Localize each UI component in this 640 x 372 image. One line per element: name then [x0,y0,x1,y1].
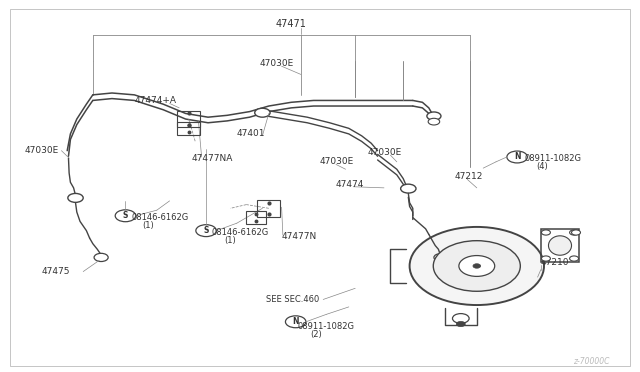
Text: 08911-1082G: 08911-1082G [298,322,355,331]
Text: N: N [292,317,299,326]
Text: 47212: 47212 [454,172,483,181]
Text: 47475: 47475 [42,267,70,276]
Circle shape [456,321,465,327]
Text: 47474+A: 47474+A [134,96,177,105]
Circle shape [433,241,520,291]
Text: 47030E: 47030E [24,146,59,155]
Ellipse shape [548,236,572,255]
Circle shape [94,253,108,262]
Text: 08146-6162G: 08146-6162G [211,228,268,237]
Circle shape [285,316,306,328]
Bar [541,229,579,262]
Text: SEE SEC.460: SEE SEC.460 [266,295,319,304]
Bar [246,211,266,224]
Circle shape [570,230,579,235]
Circle shape [410,227,544,305]
Circle shape [572,230,580,235]
Text: z-70000C: z-70000C [573,357,609,366]
Text: 47471: 47471 [275,19,306,29]
Circle shape [434,254,447,261]
Circle shape [428,118,440,125]
Circle shape [68,193,83,202]
Circle shape [459,256,495,276]
Bar [257,200,280,217]
Text: 47474: 47474 [336,180,364,189]
Text: S: S [123,211,128,220]
Circle shape [570,256,579,261]
Text: 47401: 47401 [237,129,266,138]
Text: 08911-1082G: 08911-1082G [525,154,582,163]
Circle shape [427,112,441,120]
Text: 08146-6162G: 08146-6162G [131,213,188,222]
Circle shape [255,108,270,117]
Text: 47030E: 47030E [368,148,403,157]
Text: 47030E: 47030E [320,157,355,166]
Bar [177,111,200,127]
Text: N: N [514,152,520,161]
Text: 47477NA: 47477NA [192,154,234,163]
Text: S: S [204,226,209,235]
Circle shape [401,184,416,193]
Text: (1): (1) [142,221,154,230]
Circle shape [541,230,550,235]
Bar [177,122,200,135]
Text: 47210: 47210 [541,258,570,267]
Circle shape [115,210,136,222]
Circle shape [452,314,469,323]
Text: (4): (4) [536,162,548,171]
Circle shape [196,225,216,237]
Circle shape [507,151,527,163]
Circle shape [473,264,481,268]
Text: 47030E: 47030E [259,59,294,68]
Text: (2): (2) [310,330,321,339]
Text: (1): (1) [224,236,236,245]
Circle shape [541,256,550,261]
Text: 47477N: 47477N [282,232,317,241]
